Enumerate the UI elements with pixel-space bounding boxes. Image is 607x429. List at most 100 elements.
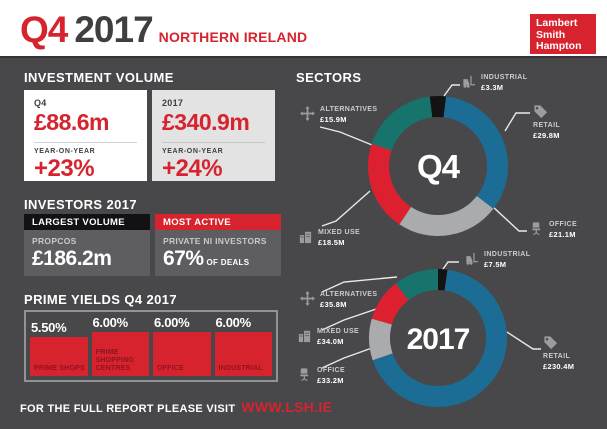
deals-percent: 67%: [163, 247, 204, 270]
card-subtitle: PROPCOS: [32, 236, 77, 246]
yield-value: 6.00%: [92, 315, 129, 330]
investment-volume-heading: INVESTMENT VOLUME: [24, 70, 174, 85]
leader-line-q4-retail: [504, 112, 530, 132]
yield-label: INDUSTRIAL: [218, 364, 263, 372]
sector-name: ALTERNATIVES: [320, 291, 378, 298]
logo-line: Smith: [536, 28, 566, 41]
sector-name: MIXED USE: [317, 328, 360, 335]
card-period-label: Q4: [34, 98, 47, 108]
yield-value: 6.00%: [215, 315, 252, 330]
logo-line: Lambert: [536, 17, 578, 29]
yield-label: PRIME SHOPPING CENTRES: [95, 348, 135, 372]
yield-col-industrial: 6.00% INDUSTRIAL: [214, 315, 272, 376]
sector-name: MIXED USE: [318, 229, 361, 236]
divider: [34, 142, 137, 143]
arrows-icon: [300, 291, 315, 306]
card-value: 67% OF DEALS: [163, 247, 273, 271]
office-chair-icon: [529, 221, 544, 236]
card-period-label: 2017: [162, 98, 184, 108]
yield-bar: INDUSTRIAL: [214, 332, 272, 376]
sector-name: RETAIL: [533, 122, 561, 129]
arrows-icon: [300, 106, 315, 121]
sector-value: £21.1M: [549, 229, 576, 239]
page-title: Q4 2017 NORTHERN IRELAND: [20, 9, 307, 51]
sector-label-2017-alternatives: ALTERNATIVES £35.8M: [300, 291, 377, 309]
card-body: PRIVATE NI INVESTORS 67% OF DEALS: [155, 230, 281, 276]
yoy-label: YEAR-ON-YEAR: [34, 148, 96, 155]
yoy-label: YEAR-ON-YEAR: [162, 148, 224, 155]
leader-line-q4-industrial: [443, 84, 460, 97]
yield-label: PRIME SHOPS: [34, 364, 85, 372]
sector-name: RETAIL: [543, 353, 571, 360]
sector-label-2017-industrial: INDUSTRIAL £7.5M: [464, 251, 530, 269]
yield-col-shopping-centres: 6.00% PRIME SHOPPING CENTRES: [91, 315, 149, 376]
donut-segment-industrial: [438, 269, 448, 291]
lambert-smith-hampton-logo: Lambert Smith Hampton: [530, 14, 596, 54]
sector-value: £35.8M: [320, 299, 347, 309]
forklift-icon: [461, 74, 476, 89]
leader-line-q4-office: [491, 205, 527, 232]
title-quarter: Q4: [20, 9, 68, 50]
investment-card-q4: Q4 £88.6m YEAR-ON-YEAR +23%: [24, 90, 147, 182]
sector-value: £230.4M: [543, 361, 575, 371]
2017-donut-center-label: 2017: [406, 323, 471, 356]
leader-line-2017-office: [321, 347, 373, 369]
office-chair-icon: [297, 367, 312, 382]
sector-label-q4-office: OFFICE £21.1M: [529, 221, 577, 239]
sector-label-2017-mixed-use: MIXED USE £34.0M: [297, 328, 359, 346]
divider: [162, 142, 265, 143]
card-subtitle: PRIVATE NI INVESTORS: [163, 236, 267, 246]
donut-segment-industrial: [429, 96, 447, 118]
card-body: PROPCOS £186.2m: [24, 230, 150, 276]
investors-card-largest-volume: LARGEST VOLUME PROPCOS £186.2m: [24, 214, 150, 276]
leader-line-q4-alternatives: [319, 126, 378, 148]
yield-bar: PRIME SHOPS: [30, 337, 88, 376]
prime-yields-panel: 5.50% PRIME SHOPS 6.00% PRIME SHOPPING C…: [24, 310, 278, 382]
donut-segment-office: [399, 196, 494, 237]
prime-yields-heading: PRIME YIELDS Q4 2017: [24, 292, 177, 307]
sector-name: ALTERNATIVES: [320, 106, 378, 113]
sector-name: OFFICE: [549, 221, 578, 228]
q4-donut-center-label: Q4: [416, 148, 460, 185]
sector-value: £18.5M: [318, 237, 345, 247]
tag-icon: [543, 335, 558, 350]
forklift-icon: [464, 251, 479, 266]
buildings-icon: [297, 328, 312, 343]
leader-line-2017-retail: [506, 331, 541, 350]
title-region: NORTHERN IRELAND: [158, 29, 308, 45]
yield-bar: OFFICE: [153, 332, 211, 376]
sector-label-q4-retail: RETAIL £29.8M: [533, 104, 560, 140]
title-year: 2017: [74, 9, 153, 50]
sector-label-2017-office: OFFICE £33.2M: [297, 367, 345, 385]
yield-value: 5.50%: [31, 320, 67, 335]
sector-label-2017-retail: RETAIL £230.4M: [543, 335, 574, 371]
leader-line-q4-mixed-use: [321, 190, 371, 227]
yield-col-office: 6.00% OFFICE: [153, 315, 211, 376]
yoy-value: +23%: [34, 155, 95, 182]
donut-segment-alternatives: [395, 269, 438, 301]
donut-segment-alternatives: [371, 96, 433, 151]
sector-name: INDUSTRIAL: [484, 251, 531, 258]
leader-line-2017-industrial: [440, 261, 459, 273]
card-value: £88.6m: [34, 109, 110, 135]
investors-card-most-active: MOST ACTIVE PRIVATE NI INVESTORS 67% OF D…: [155, 214, 281, 276]
tag-icon: [533, 104, 548, 119]
card-header: LARGEST VOLUME: [24, 214, 150, 230]
header-bar: Q4 2017 NORTHERN IRELAND Lambert Smith H…: [0, 0, 607, 58]
yoy-value: +24%: [162, 155, 223, 182]
leader-line-2017-alternatives: [321, 276, 398, 293]
sector-label-q4-industrial: INDUSTRIAL £3.3M: [461, 74, 527, 92]
yield-label: OFFICE: [157, 364, 184, 372]
investment-card-2017: 2017 £340.9m YEAR-ON-YEAR +24%: [152, 90, 275, 182]
card-value: £186.2m: [32, 247, 112, 270]
sector-value: £34.0M: [317, 336, 344, 346]
sector-value: £33.2M: [317, 375, 344, 385]
website-link[interactable]: WWW.LSH.IE: [241, 399, 333, 415]
card-value: £340.9m: [162, 109, 250, 135]
sector-value: £15.9M: [320, 114, 347, 124]
investors-heading: INVESTORS 2017: [24, 197, 138, 212]
yield-bar: PRIME SHOPPING CENTRES: [91, 332, 149, 376]
yield-col-prime-shops: 5.50% PRIME SHOPS: [30, 320, 88, 376]
buildings-icon: [298, 229, 313, 244]
